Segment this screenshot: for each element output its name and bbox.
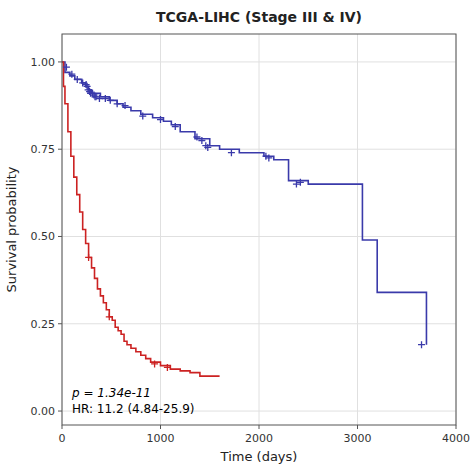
tick-x [259,425,260,429]
tick-x [160,425,161,429]
tick-label-x: 4000 [442,432,470,445]
censor-mark [114,100,121,107]
tick-label-y: 0.50 [31,230,56,243]
plot-area [62,62,426,376]
censor-mark [228,149,235,156]
tick-y [58,411,62,412]
censor-mark [122,102,129,109]
tick-x [357,425,358,429]
censor-mark [85,254,92,261]
censor-mark [139,113,146,120]
chart: 0 1000 2000 3000 4000 0.00 0.25 0.50 0.75 1.00 Tim… [0,0,474,473]
annotation: p = 1.34e-11 [71,386,151,400]
grid-line-y [62,61,456,62]
censor-mark [157,116,164,123]
annotation: HR: 11.2 (4.84-25.9) [72,402,195,416]
censor-mark [68,71,75,78]
tick-label-x: 1000 [147,432,175,445]
tick-x [62,425,63,429]
censor-mark [265,154,272,161]
tick-label-x: 2000 [245,432,273,445]
tick-label-y: 0.25 [31,318,56,331]
annotations: p = 1.34e-11 HR: 11.2 (4.84-25.9) [71,386,195,416]
censor-mark [102,95,109,102]
title: TCGA-LIHC (Stage III & IV) [156,9,362,25]
tick-label-y: 0.75 [31,143,56,156]
censor-mark [293,181,300,188]
tick-label-y: 0.00 [31,405,56,418]
censor-mark [74,76,81,83]
tick-label-x: 3000 [344,432,372,445]
censor-mark [198,137,205,144]
censor-mark [151,360,158,367]
censor-mark [106,313,113,320]
censor-mark [63,64,70,71]
censor-mark [91,93,98,100]
x-axis-label: Time (days) [220,449,298,464]
background [0,0,474,473]
censor-mark [172,123,179,130]
tick-y [58,236,62,237]
survival-curve [62,62,220,376]
tick-y [58,323,62,324]
tick-y [58,61,62,62]
grid-line-y [62,149,456,150]
censor-mark [193,133,200,140]
y-axis-label: Survival probability [4,166,19,292]
plot-frame [62,34,456,425]
censor-mark [107,97,114,104]
tick-y [58,149,62,150]
censor-mark [164,364,171,371]
grid-line-y [62,323,456,324]
grid [62,34,456,425]
tick-label-y: 1.00 [31,56,56,69]
tick-label-x: 0 [59,432,66,445]
grid-line-x [259,34,260,425]
grid-line-x [357,34,358,425]
censor-mark [92,93,99,100]
axes: 0 1000 2000 3000 4000 0.00 0.25 0.50 0.75 1.00 [31,56,471,445]
censor-mark [204,144,211,151]
censor-mark [79,79,86,86]
tick-x [456,425,457,429]
grid-line-y [62,236,456,237]
censor-mark [297,179,304,186]
censor-mark [418,341,425,348]
survival-curve [62,62,426,345]
